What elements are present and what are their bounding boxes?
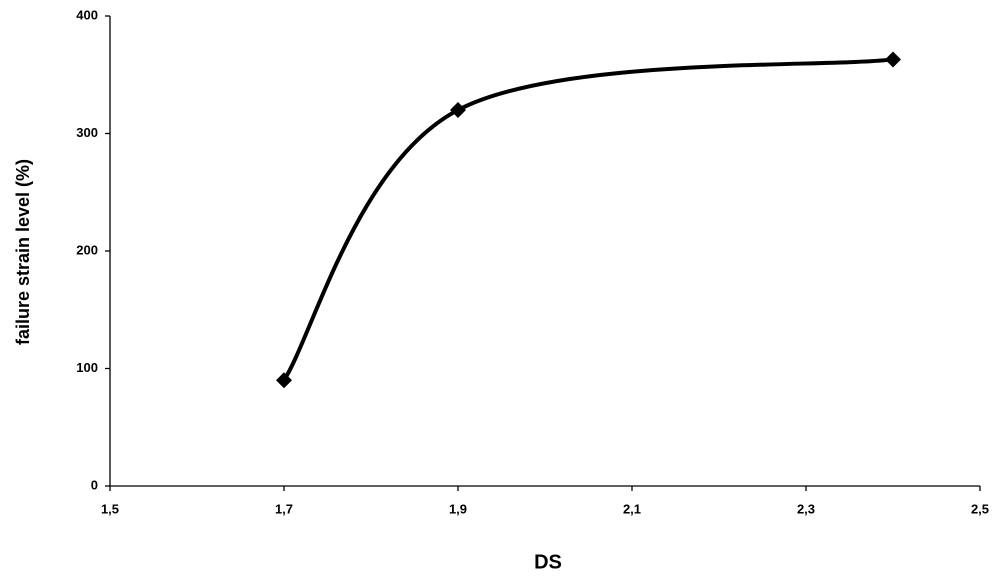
x-tick-label: 1,9 xyxy=(449,501,467,516)
data-marker xyxy=(885,51,901,68)
x-tick-label: 2,3 xyxy=(797,501,815,516)
y-tick-label: 0 xyxy=(91,477,98,492)
y-axis-title: failure strain level (%) xyxy=(13,159,33,345)
y-tick-label: 200 xyxy=(76,242,98,257)
data-marker xyxy=(276,372,292,389)
x-tick-label: 1,5 xyxy=(101,501,119,516)
y-tick-label: 400 xyxy=(76,7,98,22)
y-tick-label: 300 xyxy=(76,125,98,140)
x-tick-label: 2,5 xyxy=(971,501,989,516)
x-tick-label: 1,7 xyxy=(275,501,293,516)
data-marker xyxy=(450,102,466,118)
x-tick-label: 2,1 xyxy=(623,501,641,516)
x-axis-title: DS xyxy=(534,551,562,573)
y-tick-label: 100 xyxy=(76,360,98,375)
data-line xyxy=(282,57,894,382)
